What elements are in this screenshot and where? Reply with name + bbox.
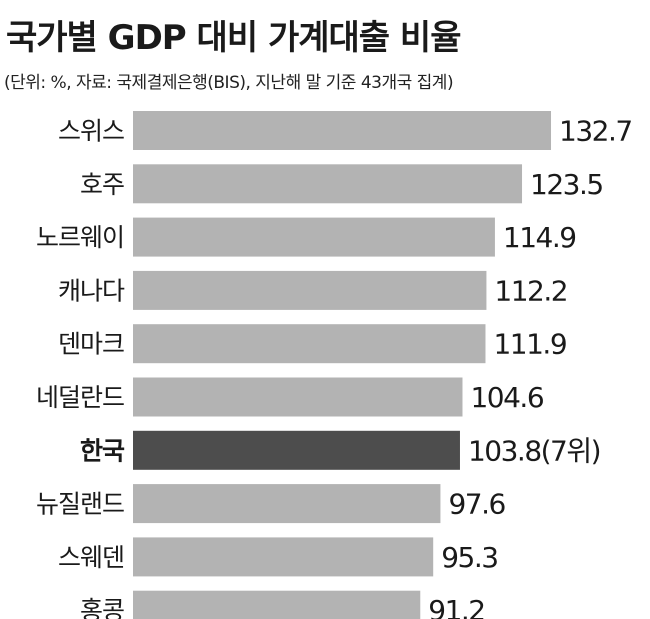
value-label: 114.9 (503, 221, 576, 254)
value-label: 95.3 (441, 541, 497, 574)
bar (133, 484, 441, 524)
category-label: 스위스 (58, 117, 124, 146)
category-label: 뉴질랜드 (36, 490, 124, 519)
value-label: 103.8(7위) (468, 434, 600, 467)
value-label: 91.2 (428, 594, 484, 619)
category-label: 스웨덴 (58, 543, 124, 572)
value-label: 123.5 (530, 168, 603, 201)
bar (133, 537, 434, 577)
category-label: 홍콩 (80, 596, 124, 619)
bar (133, 377, 463, 417)
category-label: 노르웨이 (36, 223, 124, 252)
bar (133, 324, 486, 364)
bar (133, 217, 495, 257)
value-label: 132.7 (559, 115, 632, 148)
chart-title: 국가별 GDP 대비 가계대출 비율 (6, 18, 461, 58)
value-label: 111.9 (493, 328, 566, 361)
category-label: 호주 (80, 170, 124, 199)
bar (133, 164, 523, 204)
value-label: 104.6 (470, 381, 543, 414)
bar (133, 111, 552, 150)
category-label: 네덜란드 (36, 383, 124, 412)
category-label: 한국 (80, 436, 125, 465)
value-label: 97.6 (448, 488, 505, 521)
bar (133, 430, 460, 470)
bar (133, 270, 487, 310)
category-label: 캐나다 (58, 276, 125, 305)
value-label: 112.2 (494, 274, 567, 307)
category-label: 덴마크 (58, 330, 124, 359)
chart-subtitle: (단위: %, 자료: 국제결제은행(BIS), 지난해 말 기준 43개국 집… (4, 73, 454, 93)
bar (133, 590, 421, 619)
